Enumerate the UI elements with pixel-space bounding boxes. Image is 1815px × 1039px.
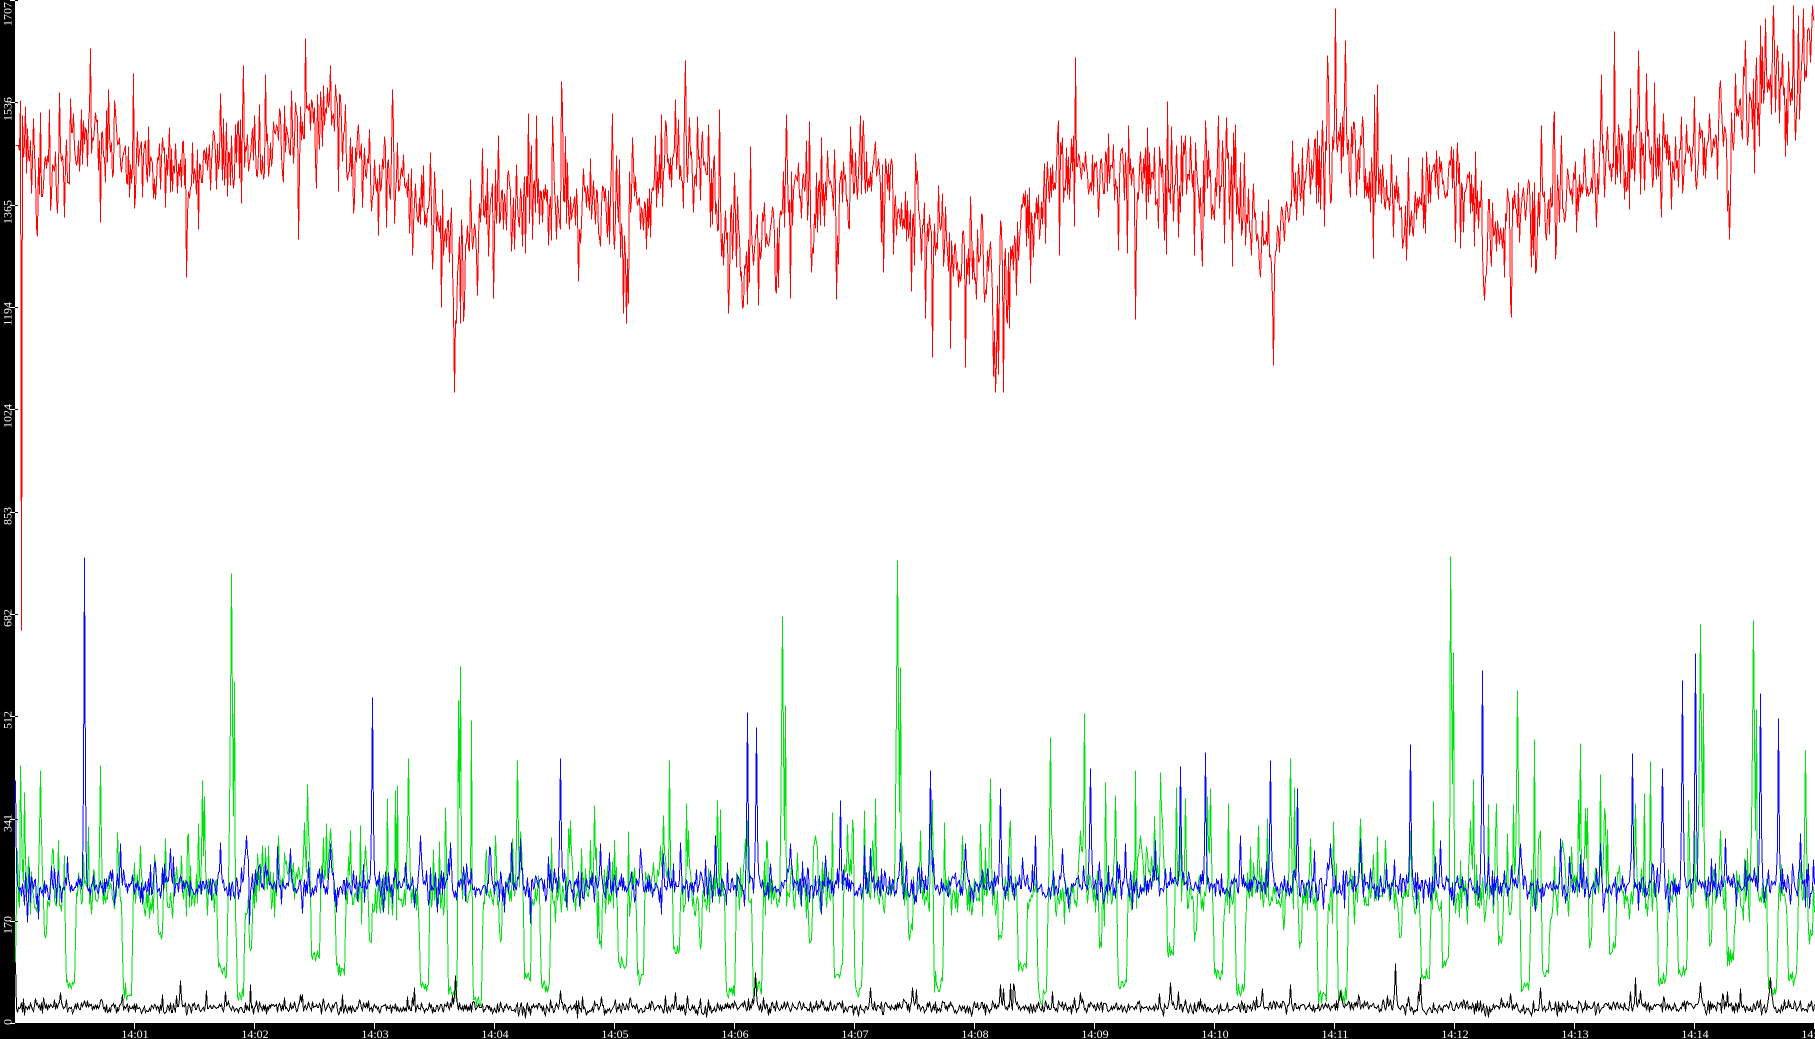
svg-text:14:14: 14:14 (1681, 1027, 1708, 1039)
svg-text:14:09: 14:09 (1081, 1027, 1108, 1039)
svg-text:14:07: 14:07 (841, 1027, 868, 1039)
svg-text:14:13: 14:13 (1561, 1027, 1588, 1039)
svg-text:0: 0 (1, 1019, 15, 1025)
svg-text:14:03: 14:03 (361, 1027, 388, 1039)
svg-text:1024: 1024 (1, 404, 15, 428)
svg-text:682: 682 (1, 609, 15, 627)
svg-text:14:08: 14:08 (961, 1027, 988, 1039)
svg-text:1194: 1194 (1, 302, 15, 326)
svg-text:14:05: 14:05 (601, 1027, 628, 1039)
svg-text:341: 341 (1, 814, 15, 832)
svg-text:14:11: 14:11 (1322, 1027, 1349, 1039)
svg-text:14:10: 14:10 (1201, 1027, 1228, 1039)
svg-text:14:06: 14:06 (721, 1027, 748, 1039)
svg-text:1536: 1536 (1, 97, 15, 121)
svg-text:1365: 1365 (1, 200, 15, 224)
svg-text:14:12: 14:12 (1441, 1027, 1468, 1039)
svg-text:14:04: 14:04 (481, 1027, 508, 1039)
svg-text:1707: 1707 (1, 2, 15, 26)
svg-text:853: 853 (1, 507, 15, 525)
svg-text:512: 512 (1, 711, 15, 729)
svg-text:170: 170 (1, 916, 15, 934)
svg-text:14:01: 14:01 (121, 1027, 148, 1039)
svg-text:14:15: 14:15 (1801, 1027, 1815, 1039)
svg-text:14:02: 14:02 (241, 1027, 268, 1039)
